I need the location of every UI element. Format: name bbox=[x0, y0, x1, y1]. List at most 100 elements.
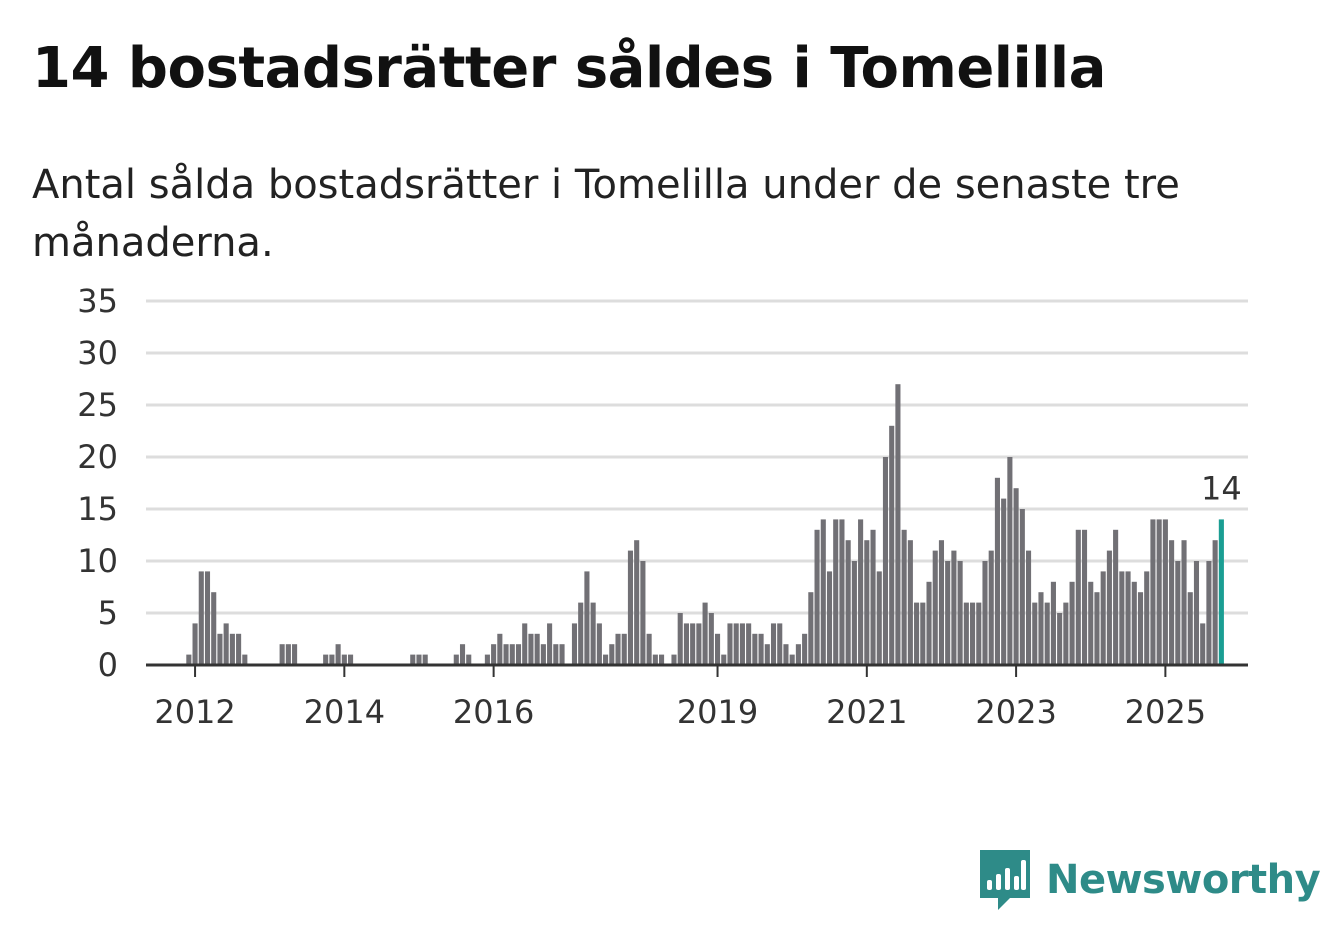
bar bbox=[659, 654, 665, 665]
bar bbox=[808, 592, 814, 665]
bar bbox=[938, 540, 945, 665]
bar bbox=[1032, 602, 1038, 665]
bar bbox=[640, 561, 646, 665]
bar bbox=[721, 654, 727, 665]
bar bbox=[596, 623, 602, 665]
bar bbox=[727, 623, 733, 665]
bar bbox=[733, 623, 739, 665]
bar bbox=[578, 602, 584, 665]
brand-name: Newsworthy bbox=[1046, 857, 1321, 903]
bar bbox=[242, 654, 248, 665]
bar bbox=[976, 602, 982, 665]
bar bbox=[889, 425, 895, 665]
bar bbox=[1025, 550, 1032, 665]
bar bbox=[926, 581, 932, 665]
x-tick-label: 2016 bbox=[453, 693, 534, 731]
bar bbox=[1075, 529, 1081, 665]
bar bbox=[820, 519, 826, 665]
bar bbox=[1100, 571, 1106, 665]
bar bbox=[826, 571, 833, 665]
bar bbox=[957, 561, 963, 665]
bar bbox=[920, 602, 926, 665]
bar bbox=[677, 613, 683, 665]
bar bbox=[982, 561, 988, 665]
bar bbox=[1019, 509, 1025, 665]
bar bbox=[690, 623, 696, 665]
bar bbox=[279, 644, 285, 665]
bar bbox=[777, 623, 783, 665]
bar bbox=[522, 623, 528, 665]
bar bbox=[1069, 581, 1075, 665]
bar bbox=[1200, 623, 1206, 665]
bar bbox=[1094, 592, 1100, 665]
bar bbox=[229, 633, 235, 665]
bar bbox=[646, 633, 652, 665]
bar bbox=[1181, 540, 1187, 665]
bar bbox=[416, 654, 422, 665]
bar bbox=[1081, 529, 1088, 665]
newsworthy-bar-chart-logo-icon bbox=[980, 850, 1030, 910]
bar bbox=[559, 644, 565, 665]
bar bbox=[932, 550, 938, 665]
bar bbox=[584, 571, 590, 665]
bar bbox=[1193, 561, 1200, 665]
bar bbox=[746, 623, 752, 665]
bar bbox=[459, 644, 466, 665]
bar bbox=[895, 384, 901, 665]
x-tick-label: 2023 bbox=[975, 693, 1056, 731]
bar bbox=[652, 654, 658, 665]
bar bbox=[839, 519, 845, 665]
bar bbox=[223, 623, 229, 665]
bar bbox=[963, 602, 969, 665]
y-tick-label: 30 bbox=[77, 334, 118, 372]
bar bbox=[758, 633, 764, 665]
bar bbox=[851, 561, 857, 665]
bar bbox=[1137, 592, 1144, 665]
bar bbox=[422, 654, 428, 665]
bar bbox=[945, 561, 951, 665]
chart-subtitle: Antal sålda bostadsrätter i Tomelilla un… bbox=[32, 162, 1180, 266]
highlight-value-label: 14 bbox=[1201, 469, 1242, 507]
bar bbox=[802, 633, 808, 665]
bar bbox=[752, 633, 758, 665]
bar bbox=[603, 654, 609, 665]
bar bbox=[994, 477, 1000, 665]
bar bbox=[901, 529, 907, 665]
bar bbox=[341, 654, 347, 665]
bar bbox=[970, 602, 976, 665]
bar bbox=[876, 571, 882, 665]
bar bbox=[236, 633, 242, 665]
bar bbox=[783, 644, 789, 665]
bar bbox=[1212, 540, 1218, 665]
bar bbox=[1162, 519, 1168, 665]
y-tick-label: 5 bbox=[98, 594, 118, 632]
bar bbox=[1013, 488, 1019, 665]
bar bbox=[453, 654, 459, 665]
bar bbox=[845, 540, 851, 665]
bar bbox=[789, 654, 795, 665]
x-tick-label: 2021 bbox=[826, 693, 907, 731]
bar bbox=[795, 644, 801, 665]
bar bbox=[1063, 602, 1069, 665]
bar bbox=[1113, 529, 1119, 665]
bar bbox=[627, 550, 634, 665]
bar bbox=[1050, 581, 1056, 665]
x-tick-label: 2025 bbox=[1125, 693, 1206, 731]
bar bbox=[1125, 571, 1131, 665]
bar bbox=[770, 623, 777, 665]
bar bbox=[509, 644, 515, 665]
bar bbox=[914, 602, 920, 665]
newsworthy-brand: Newsworthy bbox=[980, 848, 1321, 912]
bar bbox=[547, 623, 553, 665]
bar bbox=[609, 644, 615, 665]
bar bbox=[491, 644, 497, 665]
bar bbox=[739, 623, 745, 665]
bar bbox=[553, 644, 559, 665]
bar bbox=[503, 644, 509, 665]
bar bbox=[466, 654, 472, 665]
bar bbox=[204, 571, 211, 665]
bar bbox=[497, 633, 503, 665]
bar bbox=[515, 644, 522, 665]
bar bbox=[285, 644, 291, 665]
